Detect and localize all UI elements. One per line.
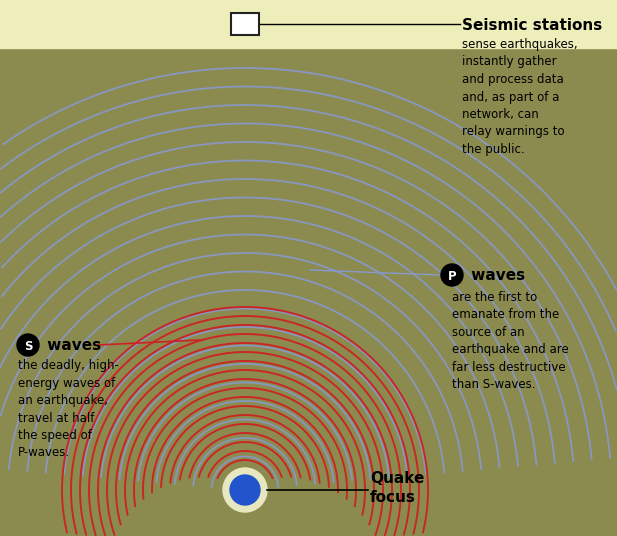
- Circle shape: [230, 475, 260, 505]
- Text: the deadly, high-
energy waves of
an earthquake,
travel at half
the speed of
P-w: the deadly, high- energy waves of an ear…: [18, 359, 119, 459]
- Text: are the first to
emanate from the
source of an
earthquake and are
far less destr: are the first to emanate from the source…: [452, 291, 569, 391]
- Bar: [0, 0, 617, 48]
- Text: Seismic stations: Seismic stations: [462, 18, 602, 33]
- Text: S: S: [23, 339, 32, 353]
- Text: P: P: [448, 270, 457, 282]
- Circle shape: [223, 468, 267, 512]
- Text: waves: waves: [466, 267, 525, 282]
- Circle shape: [17, 334, 39, 356]
- Text: waves: waves: [42, 338, 101, 353]
- Text: Quake
focus: Quake focus: [370, 471, 424, 505]
- Bar: [231, 13, 259, 35]
- Circle shape: [441, 264, 463, 286]
- Text: sense earthquakes,
instantly gather
and process data
and, as part of a
network, : sense earthquakes, instantly gather and …: [462, 38, 578, 156]
